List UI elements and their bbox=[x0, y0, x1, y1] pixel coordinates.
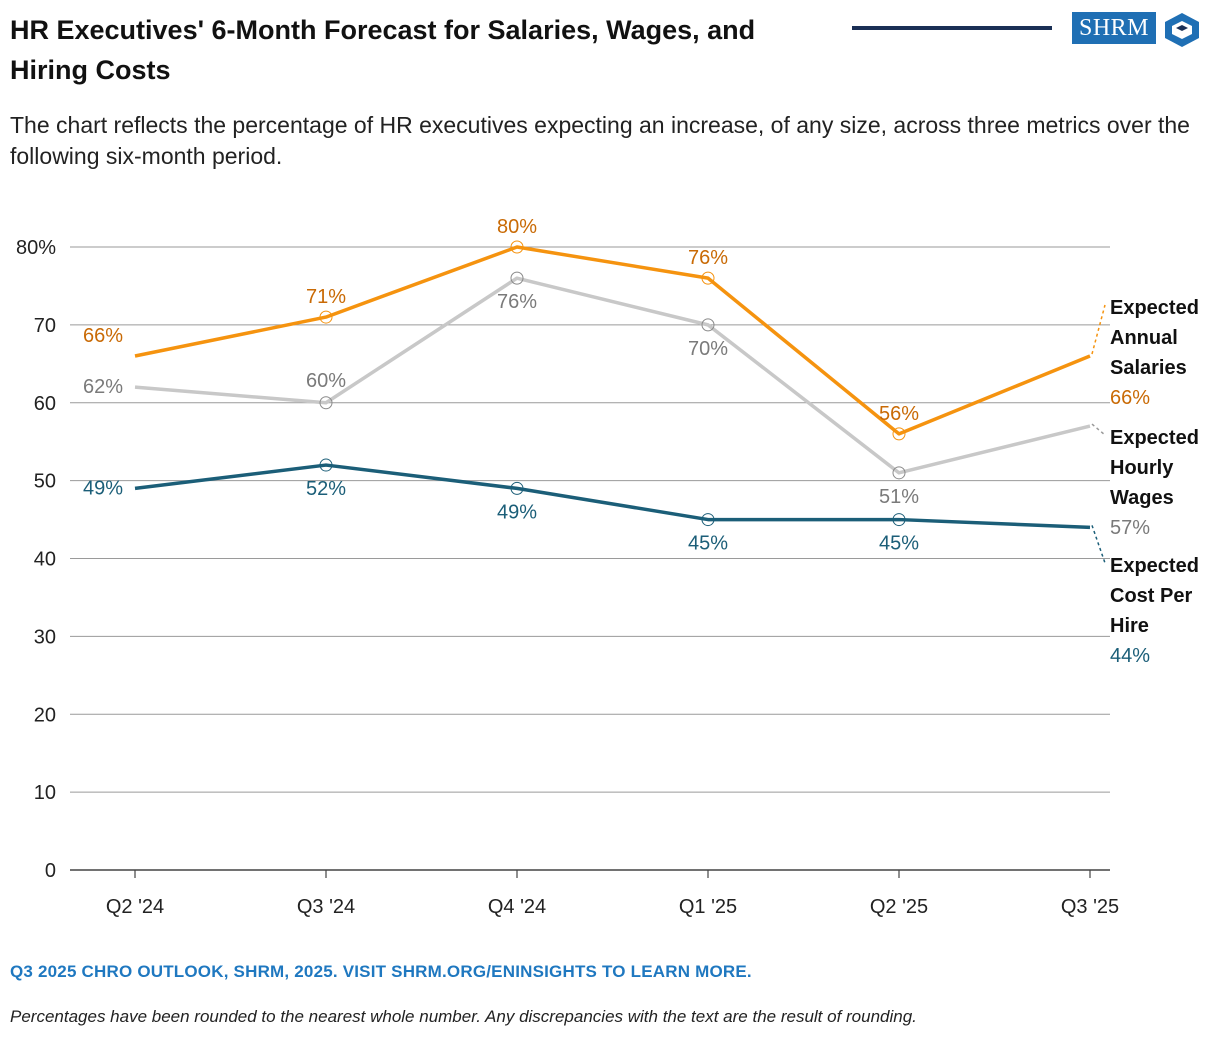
shrm-hexagon-icon bbox=[1165, 13, 1199, 47]
series-leader-line bbox=[1091, 304, 1106, 355]
series-leader-line bbox=[1091, 525, 1106, 564]
data-label: 51% bbox=[879, 486, 919, 508]
x-tick-label: Q4 '24 bbox=[488, 896, 546, 918]
data-label: 80% bbox=[497, 216, 537, 238]
series-name-label: Hire bbox=[1110, 615, 1149, 637]
y-tick-label: 40 bbox=[34, 549, 56, 571]
y-tick-label: 10 bbox=[34, 782, 56, 804]
data-point-marker bbox=[510, 481, 524, 495]
y-tick-label: 70 bbox=[34, 315, 56, 337]
data-label: 70% bbox=[688, 338, 728, 360]
data-point-marker bbox=[319, 396, 333, 410]
rounding-note: Percentages have been rounded to the nea… bbox=[10, 1007, 917, 1026]
series-line-2 bbox=[134, 463, 1091, 530]
series-name-label: Annual bbox=[1110, 327, 1178, 349]
y-tick-label: 60 bbox=[34, 393, 56, 415]
y-tick-label: 30 bbox=[34, 626, 56, 648]
data-point-marker bbox=[701, 318, 715, 332]
series-name-label: Expected bbox=[1110, 297, 1199, 319]
x-tick-label: Q3 '25 bbox=[1061, 896, 1119, 918]
y-tick-label: 50 bbox=[34, 471, 56, 493]
series-name-label: Wages bbox=[1110, 487, 1174, 509]
data-label: 76% bbox=[497, 291, 537, 313]
data-label: 56% bbox=[879, 403, 919, 425]
chart-title: HR Executives' 6-Month Forecast for Sala… bbox=[10, 15, 756, 85]
series-end-value: 66% bbox=[1110, 387, 1150, 409]
series-leader-line bbox=[1091, 423, 1106, 436]
y-tick-label: 0 bbox=[45, 860, 56, 882]
data-label: 66% bbox=[83, 325, 123, 347]
series-line-1 bbox=[134, 276, 1091, 475]
data-point-marker bbox=[319, 458, 333, 472]
shrm-logo: SHRM bbox=[1072, 12, 1156, 44]
data-label: 49% bbox=[497, 501, 537, 523]
data-label: 71% bbox=[306, 286, 346, 308]
data-labels: 66% 71% 80% 76% 56% 62% 60% 76% 70% 51% 49% 52% 49% 4… bbox=[83, 216, 1199, 667]
data-label: 76% bbox=[688, 247, 728, 269]
data-point-marker bbox=[892, 466, 906, 480]
x-tick-label: Q2 '24 bbox=[106, 896, 164, 918]
y-tick-label: 20 bbox=[34, 704, 56, 726]
x-tick-label: Q3 '24 bbox=[297, 896, 355, 918]
data-point-marker bbox=[892, 427, 906, 441]
header-rule bbox=[852, 26, 1052, 30]
data-label: 62% bbox=[83, 376, 123, 398]
axes: 0 10 20 30 40 50 60 70 80% Q2 '24 Q3 '24 Q4 '24 Q1 '… bbox=[16, 237, 1119, 918]
data-label: 60% bbox=[306, 370, 346, 392]
series-line-0 bbox=[134, 245, 1091, 436]
source-line: Q3 2025 CHRO OUTLOOK, SHRM, 2025. VISIT … bbox=[10, 962, 752, 981]
data-point-marker bbox=[701, 271, 715, 285]
series-name-label: Expected bbox=[1110, 427, 1199, 449]
line-chart: 0 10 20 30 40 50 60 70 80% Q2 '24 Q3 '24 Q4 '24 Q1 '… bbox=[16, 216, 1199, 918]
chart-subtitle: The chart reflects the percentage of HR … bbox=[10, 112, 1190, 169]
data-point-marker bbox=[319, 310, 333, 324]
data-label: 45% bbox=[879, 533, 919, 555]
x-tick-label: Q2 '25 bbox=[870, 896, 928, 918]
data-label: 49% bbox=[83, 477, 123, 499]
y-tick-label: 80% bbox=[16, 237, 56, 259]
series-end-value: 44% bbox=[1110, 645, 1150, 667]
series-end-value: 57% bbox=[1110, 517, 1150, 539]
series-lines bbox=[134, 240, 1091, 530]
data-label: 52% bbox=[306, 478, 346, 500]
data-label: 45% bbox=[688, 533, 728, 555]
data-point-marker bbox=[701, 513, 715, 527]
x-tick-label: Q1 '25 bbox=[679, 896, 737, 918]
series-name-label: Hourly bbox=[1110, 457, 1174, 479]
series-name-label: Salaries bbox=[1110, 357, 1187, 379]
data-point-marker bbox=[510, 240, 524, 254]
data-point-marker bbox=[510, 271, 524, 285]
data-point-marker bbox=[892, 513, 906, 527]
gridlines bbox=[70, 246, 1110, 871]
series-name-label: Cost Per bbox=[1110, 585, 1192, 607]
series-name-label: Expected bbox=[1110, 555, 1199, 577]
